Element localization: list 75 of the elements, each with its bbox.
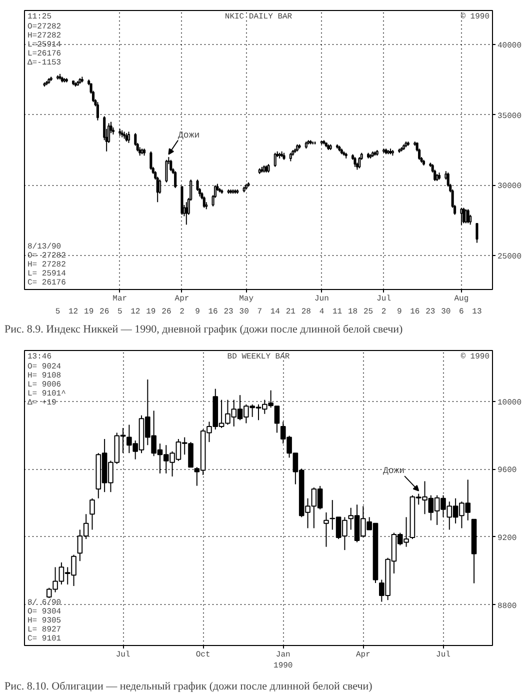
text: Рис. 8.9. Индекс Никкей — 1990, дневной график (дожи после длинной белой свечи) <box>4 324 404 336</box>
x2-tick-label: 21 <box>286 308 296 316</box>
y-tick-label: 10000 <box>498 398 522 408</box>
annotation: 8/ 6/90 O= 9304 H= 9305 L= 8927 C= 9101 <box>28 598 62 644</box>
candlestick <box>170 159 172 172</box>
x-tick-label: Jul <box>376 294 392 304</box>
candlestick <box>165 159 168 183</box>
y-tick-label: 35000 <box>498 112 522 121</box>
x2-tick-label: 30 <box>239 308 250 316</box>
y-tick-label: 9200 <box>498 534 517 543</box>
x2-tick-label: 12 <box>130 308 140 316</box>
x2-tick-label: 26 <box>162 308 172 316</box>
chart-subtitle: BD WEEKLY BAR <box>227 352 290 362</box>
candlestick <box>274 152 276 168</box>
candlestick <box>202 196 206 208</box>
x2-tick-label: 18 <box>348 308 358 316</box>
x2-tick-label: 7 <box>257 308 262 316</box>
candlestick <box>96 102 99 121</box>
x2-tick-label: 2 <box>180 308 185 316</box>
x-tick-label: Apr <box>356 650 371 660</box>
annotation: © 1990 <box>460 352 490 362</box>
candlestick <box>464 208 468 224</box>
x2-tick-label: 26 <box>100 308 110 316</box>
annotation: Дожи <box>382 466 405 476</box>
x2-tick-label: 9 <box>195 308 200 316</box>
x2-tick-label: 12 <box>68 308 78 316</box>
x2-tick-label: 4 <box>319 308 324 316</box>
candlestick <box>354 156 356 168</box>
y-tick-label: 40000 <box>498 41 522 50</box>
annotation: 11:25 <box>28 12 52 22</box>
x2-tick-label: 14 <box>270 308 280 316</box>
x2-tick-label: 11 <box>332 308 342 316</box>
x2-tick-label: 13 <box>472 308 482 316</box>
annotation: O=27282 H=27282 L=25914 L=26176 Δ=-1153 <box>28 22 62 68</box>
x2-tick-label: 23 <box>224 308 234 316</box>
x2-tick-label: 6 <box>459 308 464 316</box>
x-tick-label: Apr <box>174 294 190 304</box>
x-tick-label: May <box>239 294 254 304</box>
x2-tick-label: 5 <box>55 308 60 316</box>
x-tick-label: Jun <box>314 294 330 304</box>
x2-tick-label: 25 <box>363 308 374 316</box>
annotation: O= 9024 H= 9108 L= 9006 L= 9101^ Δ= +19 <box>28 362 66 408</box>
x2-tick-label: 2 <box>381 308 386 316</box>
x2-tick-label: 16 <box>410 308 420 316</box>
x2-tick-label: 19 <box>84 308 94 316</box>
x-tick-label: Mar <box>112 294 128 304</box>
x-tick-label: Jul <box>436 650 451 660</box>
x-tick-label: Oct <box>196 650 210 660</box>
x2-tick-label: 28 <box>301 308 312 316</box>
candlestick <box>324 512 329 548</box>
candlestick <box>466 208 470 224</box>
candlestick <box>185 202 188 226</box>
text: Рис. 8.10. Облигации — недельный график (дожи после длинной белой свечи) <box>4 680 373 692</box>
y-tick-label: 8800 <box>498 602 517 611</box>
annotation: 13:46 <box>28 352 52 362</box>
candlestick <box>90 498 95 530</box>
x2-tick-label: 9 <box>396 308 402 316</box>
x2-tick-label: 19 <box>146 308 156 316</box>
x-tick-label: Jul <box>116 650 130 660</box>
annotation: © 1990 <box>460 12 490 22</box>
y-tick-label: 9600 <box>498 466 517 476</box>
y-tick-label: 25000 <box>498 252 522 262</box>
x2-tick-label: 16 <box>208 308 218 316</box>
x2-tick-label: 30 <box>441 308 451 316</box>
chart-subtitle: NKIC DAILY BAR <box>224 12 292 22</box>
candlestick <box>476 223 478 244</box>
annotation: Дожи <box>178 130 200 140</box>
candlestick <box>174 170 177 189</box>
y-tick-label: 30000 <box>498 182 522 192</box>
candlestick <box>150 150 152 170</box>
x-tick-label: Jan 1990 <box>274 650 293 670</box>
annotation: 8/13/90 O= 27282 H= 27282 L= 25914 C= 26176 <box>28 242 66 288</box>
x-tick-label: Aug <box>454 294 469 304</box>
x2-tick-label: 5 <box>117 308 122 316</box>
x2-tick-label: 23 <box>426 308 436 316</box>
